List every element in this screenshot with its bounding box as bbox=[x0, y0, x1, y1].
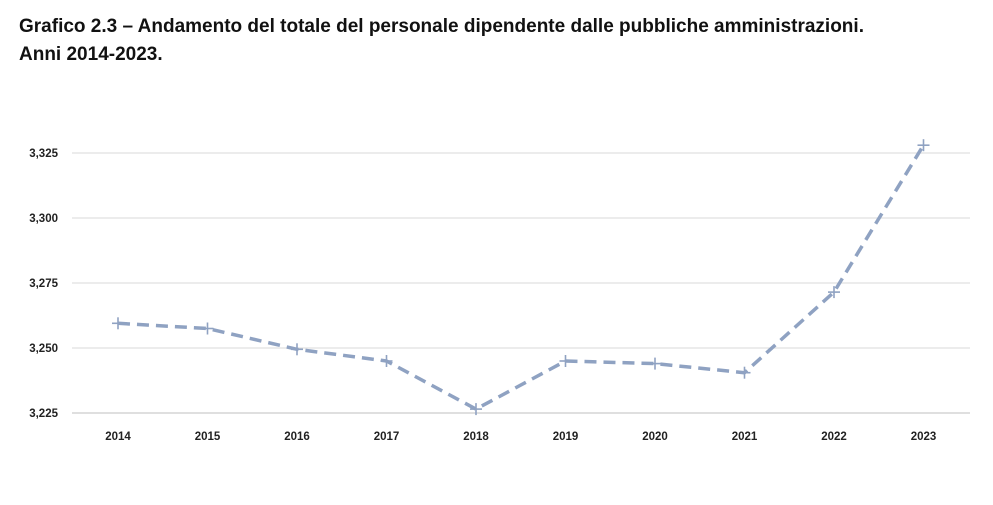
data-point-marker bbox=[559, 355, 572, 367]
chart-title-line-1: Grafico 2.3 – Andamento del totale del p… bbox=[19, 16, 864, 37]
x-tick-label: 2018 bbox=[463, 431, 489, 443]
x-tick-label: 2017 bbox=[374, 431, 400, 443]
data-point-marker bbox=[828, 286, 840, 299]
x-tick-label: 2014 bbox=[105, 431, 131, 443]
data-point-marker bbox=[380, 355, 393, 367]
x-tick-label: 2016 bbox=[284, 431, 310, 443]
data-point-marker bbox=[917, 139, 930, 152]
y-axis-tick-labels: 3,225 3,250 3,275 3,300 3,325 bbox=[29, 148, 58, 420]
data-point-marker bbox=[112, 317, 124, 330]
x-tick-label: 2019 bbox=[553, 431, 579, 443]
series-line bbox=[117, 144, 925, 411]
data-point-marker bbox=[738, 366, 751, 379]
data-point-marker bbox=[291, 343, 303, 356]
y-tick-label: 3,225 bbox=[29, 408, 58, 420]
y-tick-label: 3,250 bbox=[29, 343, 58, 355]
x-tick-label: 2022 bbox=[821, 431, 847, 443]
y-tick-label: 3,325 bbox=[29, 148, 58, 160]
x-tick-label: 2020 bbox=[642, 431, 668, 443]
data-point-marker bbox=[649, 357, 661, 370]
chart-title: Grafico 2.3 – Andamento del totale del p… bbox=[19, 13, 979, 69]
y-tick-label: 3,300 bbox=[29, 213, 58, 225]
x-tick-label: 2021 bbox=[732, 431, 758, 443]
x-tick-label: 2023 bbox=[911, 431, 937, 443]
x-tick-label: 2015 bbox=[195, 431, 221, 443]
data-point-marker bbox=[201, 322, 214, 335]
y-tick-label: 3,275 bbox=[29, 278, 58, 290]
series-personale bbox=[112, 139, 930, 416]
gridlines bbox=[72, 152, 970, 414]
chart-title-line-2: Anni 2014-2023. bbox=[19, 44, 163, 65]
x-axis-tick-labels: 2014 2015 2016 2017 2018 2019 2020 2021 2022 2023 bbox=[105, 431, 936, 443]
data-point-marker bbox=[470, 403, 482, 416]
